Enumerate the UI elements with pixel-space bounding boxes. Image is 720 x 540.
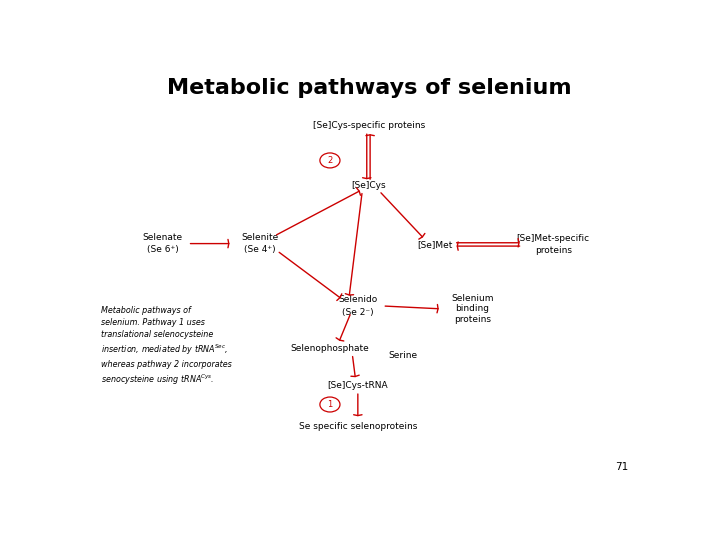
Text: [Se]Cys-tRNA: [Se]Cys-tRNA: [328, 381, 388, 390]
Text: 71: 71: [615, 462, 629, 472]
Text: Metabolic pathways of
selenium. Pathway 1 uses
translational selenocysteine
inse: Metabolic pathways of selenium. Pathway …: [101, 306, 232, 388]
Text: Se specific selenoproteins: Se specific selenoproteins: [299, 422, 417, 431]
Text: Selenido: Selenido: [338, 295, 377, 304]
Text: 2: 2: [328, 156, 333, 165]
Text: 1: 1: [328, 400, 333, 409]
Text: [Se]Cys: [Se]Cys: [351, 181, 387, 190]
Text: Serine: Serine: [388, 352, 417, 360]
Text: Selenophosphate: Selenophosphate: [291, 344, 369, 353]
Text: Selenate: Selenate: [143, 233, 183, 242]
Text: proteins: proteins: [535, 246, 572, 255]
Text: [Se]Met-specific: [Se]Met-specific: [516, 234, 590, 242]
Text: Selenium: Selenium: [451, 294, 493, 303]
Text: proteins: proteins: [454, 315, 491, 324]
Text: (Se 2⁻): (Se 2⁻): [342, 308, 374, 316]
Text: binding: binding: [455, 305, 489, 313]
Text: (Se 4⁺): (Se 4⁺): [244, 245, 276, 254]
Text: Metabolic pathways of selenium: Metabolic pathways of selenium: [167, 78, 571, 98]
Text: [Se]Cys-specific proteins: [Se]Cys-specific proteins: [313, 120, 425, 130]
Text: Selenite: Selenite: [242, 233, 279, 242]
Text: [Se]Met: [Se]Met: [417, 240, 453, 249]
Text: (Se 6⁺): (Se 6⁺): [147, 245, 179, 254]
